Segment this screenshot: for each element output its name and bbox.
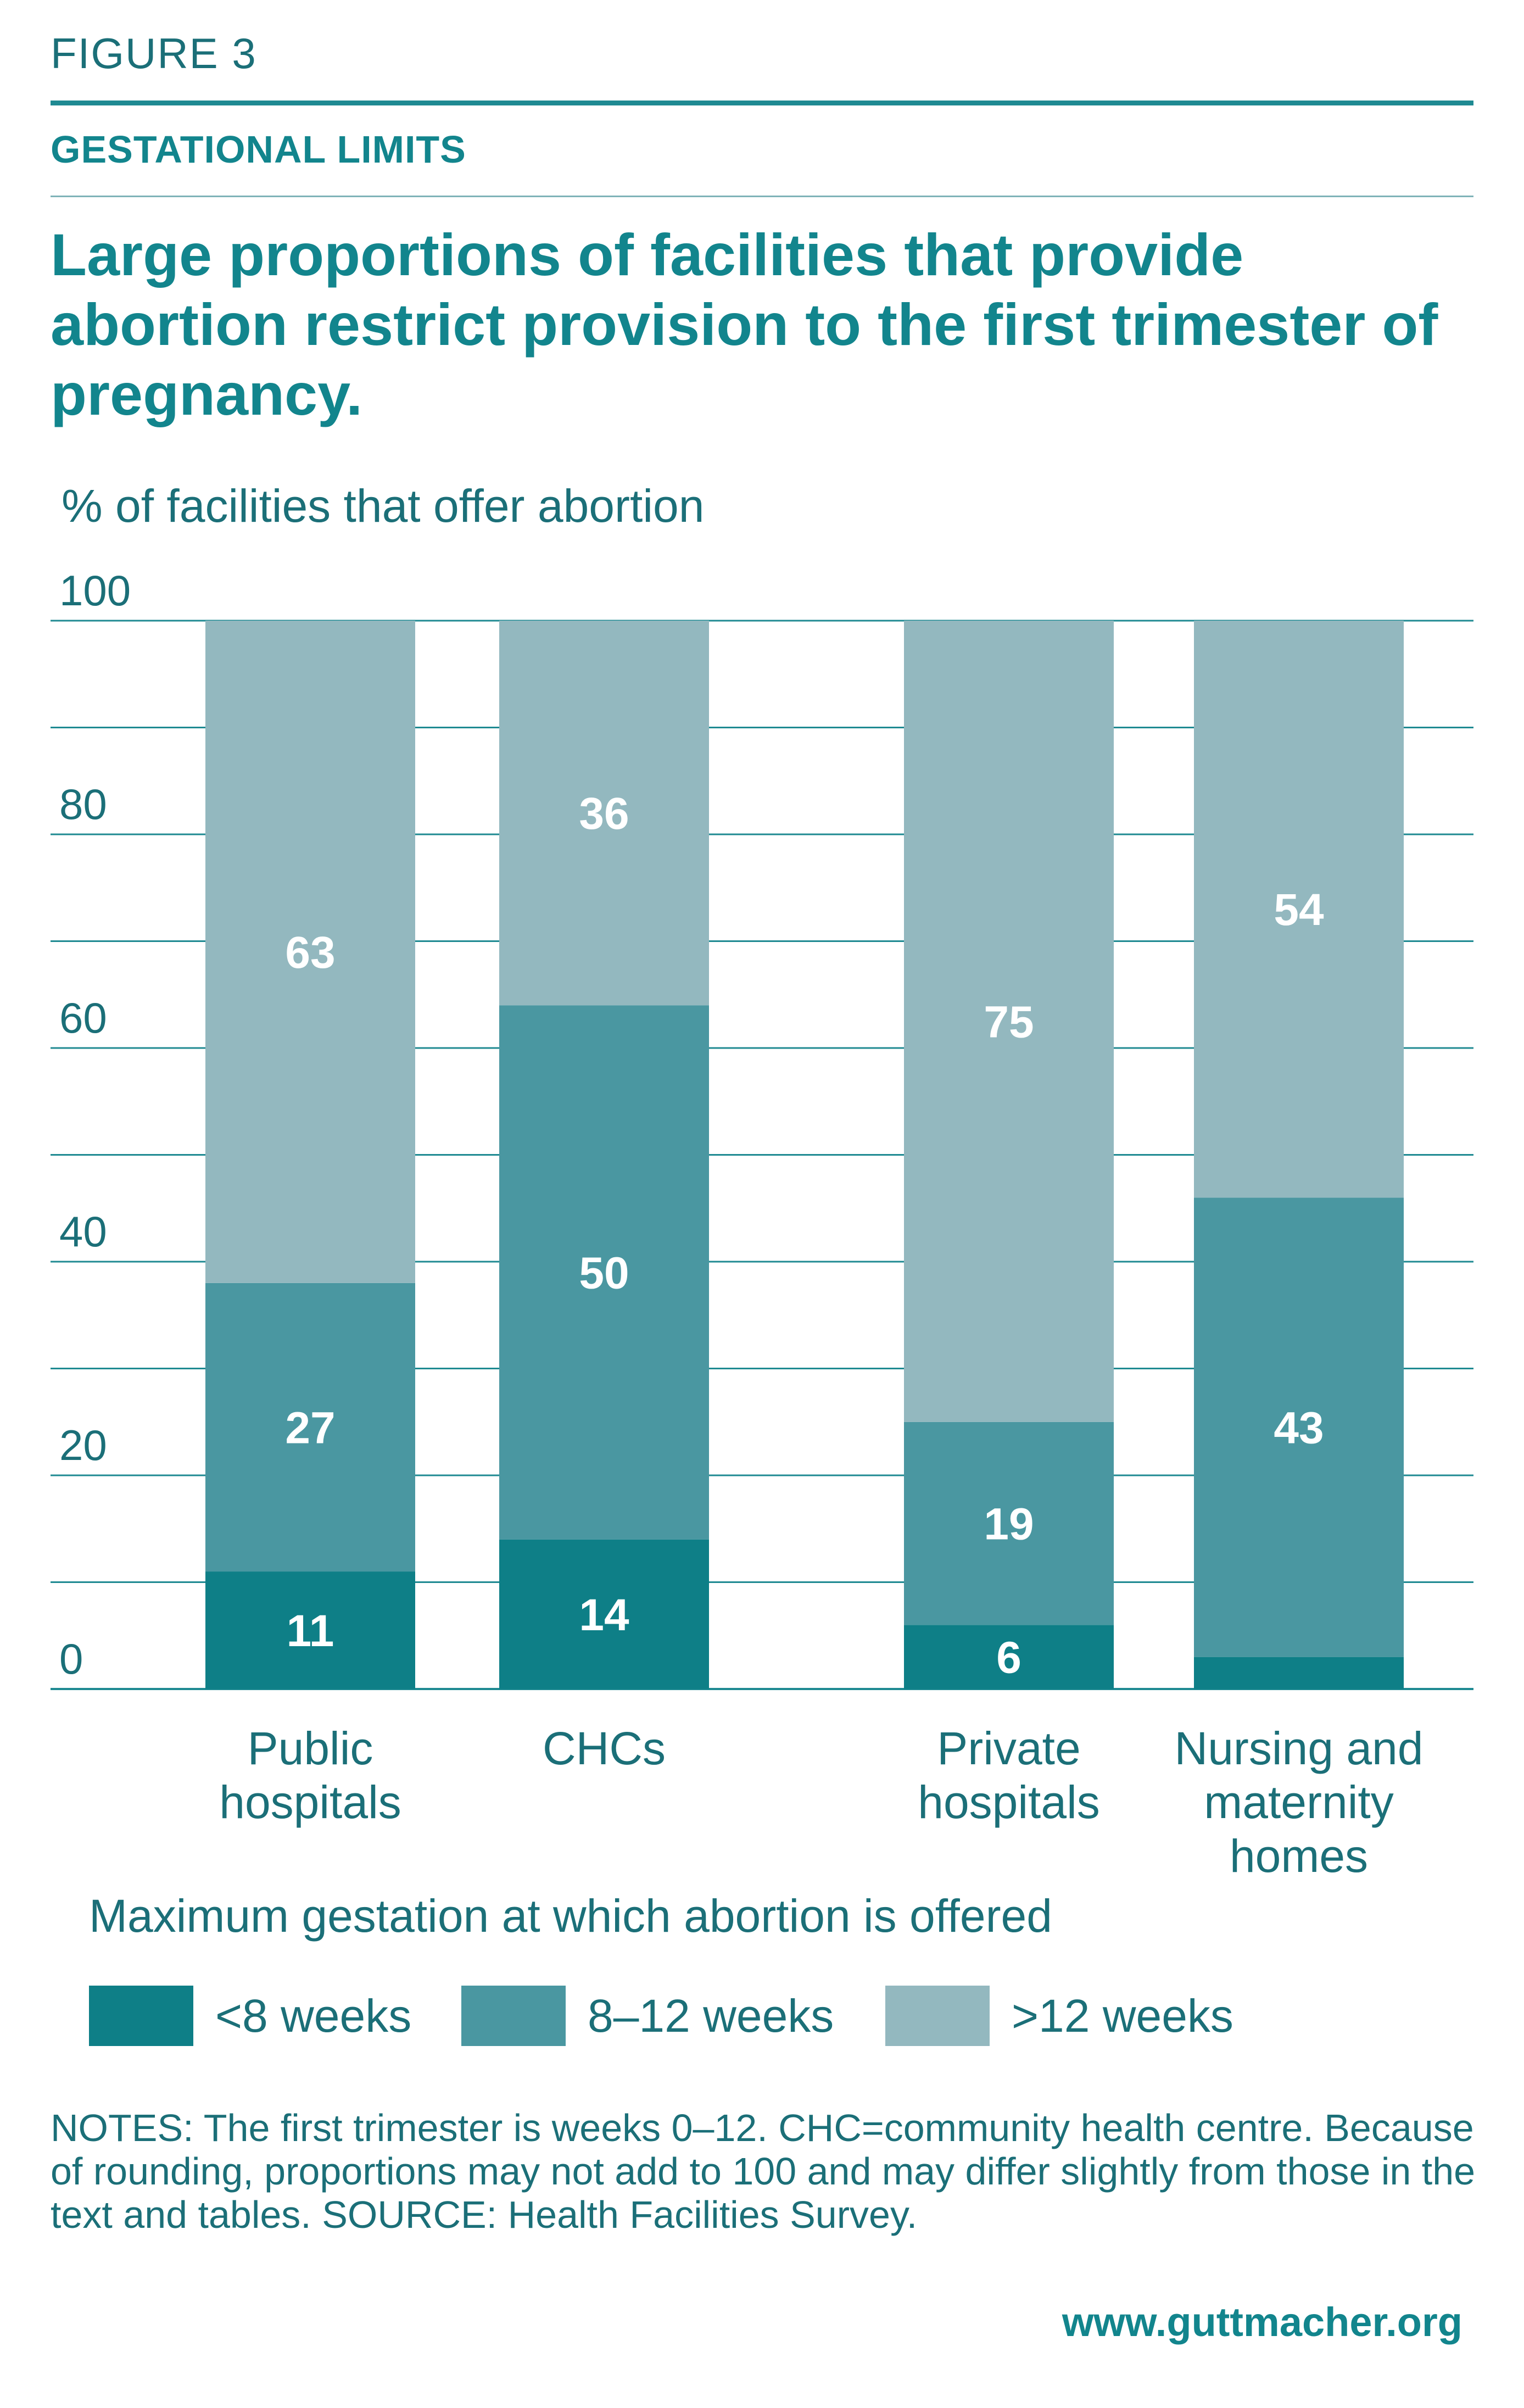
legend-title: Maximum gestation at which abortion is o… bbox=[89, 1890, 1052, 1942]
y-tick-label: 80 bbox=[59, 780, 107, 828]
bar-segment bbox=[904, 1422, 1114, 1625]
bar-segment bbox=[904, 1625, 1114, 1689]
data-label: 75 bbox=[984, 997, 1034, 1047]
bar-segment bbox=[499, 621, 709, 1006]
footer-url: www.guttmacher.org bbox=[1062, 2299, 1462, 2345]
y-tick-label: 40 bbox=[59, 1207, 107, 1256]
value-labels: 11 27 63 14 50 36 6 19 75 43 54 bbox=[285, 789, 1324, 1683]
data-label: 14 bbox=[579, 1590, 629, 1640]
notes: NOTES: The first trimester is weeks 0–12… bbox=[51, 2106, 1476, 2236]
top-rule bbox=[51, 101, 1473, 105]
data-label: 19 bbox=[984, 1500, 1034, 1549]
y-tick-label: 0 bbox=[59, 1635, 83, 1683]
bar-segment bbox=[1194, 1197, 1404, 1657]
x-tick-label: maternity bbox=[1204, 1776, 1393, 1828]
data-label: 36 bbox=[579, 789, 629, 839]
bar-segment bbox=[205, 1283, 415, 1572]
y-tick-label: 20 bbox=[59, 1421, 107, 1469]
legend-swatch-lt8 bbox=[89, 1986, 193, 2046]
y-tick-labels: 0 20 40 60 80 100 bbox=[59, 566, 131, 1683]
bar-segment bbox=[499, 1005, 709, 1540]
legend-swatch-8-12 bbox=[461, 1986, 566, 2046]
figure-label: FIGURE 3 bbox=[51, 29, 257, 77]
x-tick-label: Private bbox=[937, 1723, 1080, 1774]
legend-label-gt12: >12 weeks bbox=[1012, 1989, 1233, 2042]
x-tick-label: hospitals bbox=[219, 1776, 401, 1828]
legend-label-8-12: 8–12 weeks bbox=[588, 1989, 834, 2042]
data-label: 11 bbox=[287, 1606, 334, 1656]
chart-headline: Large proportions of facilities that pro… bbox=[51, 221, 1438, 427]
section-rule bbox=[51, 196, 1473, 197]
y-axis-label: % of facilities that offer abortion bbox=[62, 480, 704, 532]
x-tick-label: Nursing and bbox=[1175, 1723, 1423, 1774]
bar-segment bbox=[904, 621, 1114, 1422]
x-tick-label: homes bbox=[1230, 1830, 1368, 1882]
legend-item-8-12: 8–12 weeks bbox=[461, 1986, 834, 2046]
data-label: 63 bbox=[285, 928, 335, 978]
bar-segment bbox=[1194, 621, 1404, 1198]
bar-segment bbox=[205, 1571, 415, 1689]
bar-segment bbox=[1194, 1657, 1404, 1689]
y-tick-label: 60 bbox=[59, 994, 107, 1042]
data-label: 6 bbox=[996, 1633, 1021, 1683]
legend-item-gt12: >12 weeks bbox=[885, 1986, 1233, 2046]
data-label: 50 bbox=[579, 1248, 629, 1298]
x-tick-label: Public bbox=[248, 1723, 373, 1774]
y-tick-label: 100 bbox=[59, 566, 131, 615]
bar-segment bbox=[499, 1539, 709, 1689]
bar-segment bbox=[205, 621, 415, 1283]
x-tick-label: hospitals bbox=[918, 1776, 1100, 1828]
section-title: GESTATIONAL LIMITS bbox=[51, 128, 466, 171]
bars bbox=[205, 621, 1404, 1689]
legend-swatch-gt12 bbox=[885, 1986, 990, 2046]
x-tick-label: CHCs bbox=[543, 1723, 666, 1774]
data-label: 43 bbox=[1274, 1403, 1324, 1453]
legend-label-lt8: <8 weeks bbox=[215, 1989, 412, 2042]
legend-item-lt8: <8 weeks bbox=[89, 1986, 411, 2046]
data-label: 27 bbox=[285, 1403, 335, 1453]
data-label: 54 bbox=[1274, 885, 1324, 935]
